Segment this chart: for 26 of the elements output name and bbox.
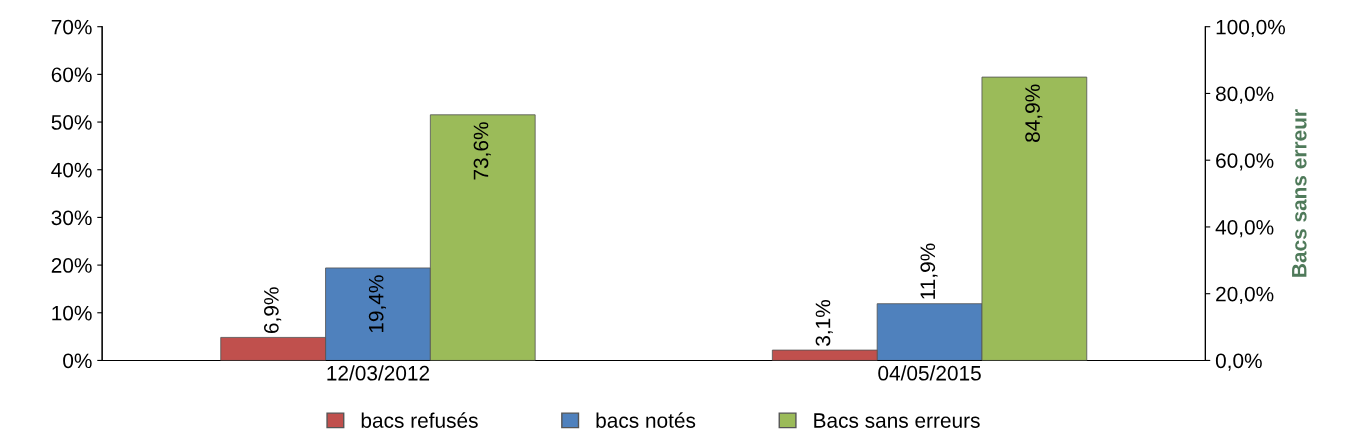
y-tick-label: 70% <box>51 19 92 35</box>
y2-tick-label: 40,0% <box>1215 219 1274 238</box>
y2-tick-label: 0,0% <box>1215 353 1262 371</box>
legend-label: bacs notés <box>596 412 696 428</box>
y2-tick-label: 20,0% <box>1216 286 1274 304</box>
y2-tick-label: 100,0% <box>1216 19 1286 37</box>
y-tick-label: 60% <box>51 67 92 83</box>
data-label: 11,9% <box>920 243 938 299</box>
data-label: 84,9% <box>1025 84 1043 142</box>
y-tick-label: 40% <box>51 162 92 178</box>
y2-tick-label: 80,0% <box>1216 86 1274 104</box>
legend-label: bacs refusés <box>361 412 478 428</box>
y-tick-label: 50% <box>51 115 92 130</box>
data-label: 3,1% <box>815 300 833 346</box>
y-tick-label: 20% <box>51 258 92 273</box>
x-tick-label: 04/05/2015 <box>878 365 981 381</box>
y2-axis-title: Bacs sans erreur <box>1292 109 1307 277</box>
data-label: 6,9% <box>263 287 282 334</box>
y-tick-label: 30% <box>51 210 92 226</box>
data-label: 73,6% <box>473 122 491 180</box>
y-tick-label: 0% <box>63 353 92 369</box>
y2-tick-label: 60,0% <box>1216 153 1274 171</box>
x-tick-label: 12/03/2012 <box>327 365 430 381</box>
data-label: 19,4% <box>368 275 387 333</box>
legend-label: Bacs sans erreurs <box>814 413 980 428</box>
y-tick-label: 10% <box>52 305 92 321</box>
